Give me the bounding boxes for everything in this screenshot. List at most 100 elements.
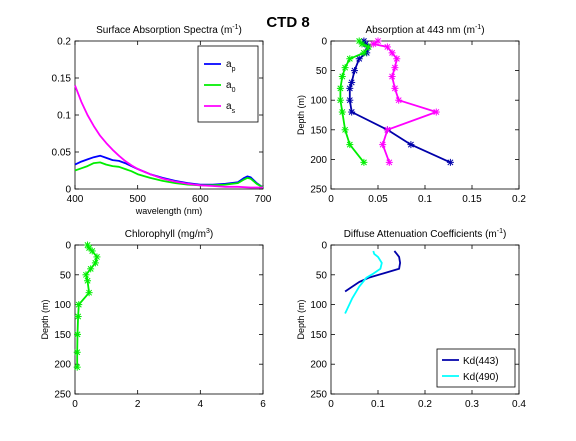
chart-chlorophyll: Chlorophyll (mg/m3) 0 2 4 6 0 50 100 150 200 250 De… bbox=[40, 228, 266, 410]
series-kd-490- bbox=[344, 250, 383, 314]
chart-title: Diffuse Attenuation Coefficients (m-1) bbox=[344, 228, 507, 240]
legend-label: Kd(443) bbox=[463, 356, 499, 367]
y-tick-label: 50 bbox=[316, 66, 328, 77]
x-tick-label: 0 bbox=[328, 399, 334, 410]
y-tick-label: 250 bbox=[310, 390, 327, 401]
x-tick-label: 2 bbox=[135, 399, 141, 410]
y-axis-label: Depth (m) bbox=[296, 299, 306, 339]
data-point bbox=[360, 49, 368, 57]
data-point bbox=[346, 141, 354, 149]
data-point bbox=[388, 73, 396, 81]
data-point bbox=[358, 40, 366, 48]
data-point bbox=[379, 141, 387, 149]
data-point bbox=[348, 78, 356, 86]
chart-title: Surface Absorption Spectra (m-1) bbox=[96, 24, 242, 36]
data-point bbox=[360, 158, 368, 166]
data-point bbox=[446, 158, 454, 166]
x-tick-label: 0 bbox=[328, 194, 334, 205]
data-point bbox=[346, 96, 354, 104]
data-point bbox=[383, 43, 391, 51]
series-line bbox=[344, 250, 402, 293]
x-tick-label: 400 bbox=[67, 194, 84, 205]
data-point bbox=[338, 73, 346, 81]
legend-label: ap bbox=[226, 59, 236, 73]
x-tick-label: 0.05 bbox=[368, 194, 388, 205]
y-tick-label: 0 bbox=[321, 37, 327, 48]
data-point bbox=[432, 108, 440, 116]
data-point bbox=[91, 259, 99, 267]
data-point bbox=[93, 253, 101, 261]
data-point bbox=[365, 43, 373, 51]
y-tick-label: 100 bbox=[310, 300, 327, 311]
x-tick-label: 0.2 bbox=[418, 399, 432, 410]
chart-surface: Surface Absorption Spectra (m-1) 400 500 60… bbox=[52, 24, 272, 216]
x-tick-label: 0.4 bbox=[512, 399, 526, 410]
series-line bbox=[74, 161, 264, 189]
y-tick-label: 50 bbox=[60, 270, 72, 281]
y-tick-label: 0.05 bbox=[52, 148, 72, 159]
data-point bbox=[84, 277, 92, 285]
y-tick-label: 100 bbox=[310, 96, 327, 107]
y-tick-label: 200 bbox=[54, 360, 71, 371]
figure-title: CTD 8 bbox=[266, 14, 309, 31]
legend: ap a0 as bbox=[197, 45, 259, 123]
y-tick-label: 150 bbox=[54, 330, 71, 341]
data-point bbox=[388, 49, 396, 57]
y-tick-label: 100 bbox=[54, 300, 71, 311]
data-point bbox=[391, 64, 399, 72]
y-tick-label: 250 bbox=[310, 185, 327, 196]
y-tick-label: 0 bbox=[321, 241, 327, 252]
x-tick-label: 0.15 bbox=[462, 194, 482, 205]
data-point bbox=[346, 55, 354, 63]
series-line bbox=[344, 250, 383, 314]
series-a-s bbox=[74, 85, 263, 189]
y-tick-label: 0 bbox=[65, 241, 71, 252]
y-tick-label: 50 bbox=[316, 270, 328, 281]
y-tick-label: 150 bbox=[310, 330, 327, 341]
series-line bbox=[339, 40, 370, 163]
x-tick-label: 0.2 bbox=[512, 194, 526, 205]
y-tick-label: 200 bbox=[310, 155, 327, 166]
chart-absorption443: Absorption at 443 nm (m-1) 0 0.05 0.1 0.15 0.… bbox=[296, 24, 526, 205]
data-point bbox=[355, 55, 363, 63]
y-tick-label: 0.15 bbox=[52, 74, 72, 85]
data-point bbox=[87, 265, 95, 273]
y-tick-label: 150 bbox=[310, 125, 327, 136]
x-tick-label: 0.1 bbox=[418, 194, 432, 205]
data-point bbox=[75, 301, 83, 309]
data-point bbox=[369, 40, 377, 48]
series-a-s bbox=[369, 37, 440, 166]
x-tick-label: 0.3 bbox=[465, 399, 479, 410]
x-tick-label: 0 bbox=[72, 399, 78, 410]
data-point bbox=[73, 348, 81, 356]
chart-title: Absorption at 443 nm (m-1) bbox=[365, 24, 484, 36]
data-point bbox=[346, 84, 354, 92]
plot-frame bbox=[74, 244, 264, 395]
chart-title: Chlorophyll (mg/m3) bbox=[125, 228, 213, 240]
chart-kd: Diffuse Attenuation Coefficients (m-1) 0 0… bbox=[296, 228, 526, 410]
data-point bbox=[393, 55, 401, 63]
series-chlorophyll bbox=[73, 241, 101, 371]
data-point bbox=[336, 84, 344, 92]
series-line bbox=[74, 85, 263, 189]
y-tick-label: 200 bbox=[310, 360, 327, 371]
y-tick-label: 0 bbox=[65, 185, 71, 196]
data-point bbox=[395, 96, 403, 104]
data-point bbox=[374, 37, 382, 45]
y-tick-label: 250 bbox=[54, 390, 71, 401]
series-kd-443- bbox=[344, 250, 402, 293]
legend-label: a0 bbox=[226, 80, 236, 94]
data-point bbox=[338, 108, 346, 116]
x-axis-label: wavelength (nm) bbox=[135, 206, 203, 216]
series-a-0 bbox=[74, 161, 264, 189]
x-tick-label: 600 bbox=[192, 194, 209, 205]
y-axis-label: Depth (m) bbox=[40, 299, 50, 339]
data-point bbox=[383, 126, 391, 134]
legend: Kd(443) Kd(490) bbox=[436, 348, 516, 388]
data-point bbox=[351, 67, 358, 75]
data-point bbox=[341, 64, 349, 72]
y-tick-label: 0.2 bbox=[57, 37, 71, 48]
data-point bbox=[73, 363, 81, 371]
series-a-0 bbox=[336, 37, 373, 166]
